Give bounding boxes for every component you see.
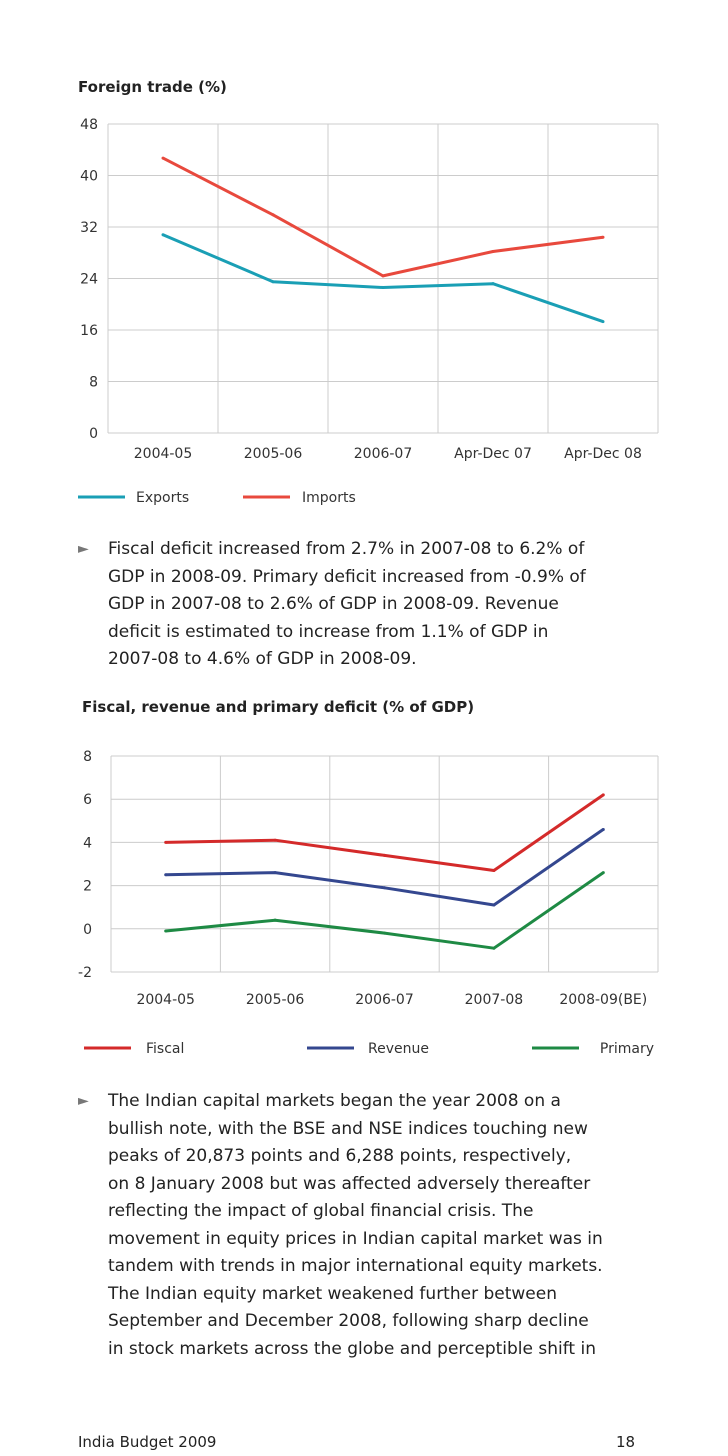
fiscal-deficit-line: 2007-08 to 4.6% of GDP in 2008-09. (108, 649, 417, 669)
data-point-imports (271, 213, 275, 217)
data-point-revenue (383, 886, 386, 890)
capital-markets-line: peaks of 20,873 points and 6,288 points,… (108, 1146, 572, 1166)
data-point-fiscal (273, 838, 277, 842)
y-tick-label: 4 (83, 835, 92, 851)
y-tick-label: 16 (80, 323, 98, 339)
data-point-fiscal (164, 840, 168, 844)
data-point-revenue (601, 827, 605, 831)
legend-label-exports: Exports (136, 490, 189, 506)
y-tick-label: 8 (89, 375, 98, 391)
fiscal-deficit-line: GDP in 2008-09. Primary deficit increase… (108, 566, 586, 587)
capital-markets-line: movement in equity prices in Indian capi… (108, 1228, 603, 1249)
fiscal-deficit-line: deficit is estimated to increase from 1.… (108, 621, 549, 642)
fiscal-deficit-paragraph: ► Fiscal deficit increased from 2.7% in … (78, 536, 678, 674)
series-line-fiscal (165, 793, 605, 872)
x-tick-label: 2006-07 (354, 446, 413, 462)
x-tick-label: 2008-09(BE) (559, 992, 647, 1008)
data-point-fiscal (601, 793, 605, 797)
y-tick-label: 48 (80, 117, 98, 133)
capital-markets-line: on 8 January 2008 but was affected adver… (108, 1173, 591, 1194)
y-tick-label: 24 (80, 272, 98, 288)
y-tick-label: 32 (80, 220, 98, 236)
fiscal-deficit-line: GDP in 2007-08 to 2.6% of GDP in 2008-09… (108, 594, 559, 614)
capital-markets-line: The Indian equity market weakened furthe… (108, 1283, 557, 1304)
bullet-arrow-icon: ► (78, 1093, 89, 1109)
data-point-primary (601, 871, 605, 875)
x-tick-label: 2004-05 (136, 992, 195, 1008)
data-point-exports (271, 280, 275, 284)
data-point-fiscal (492, 868, 496, 872)
data-point-primary (492, 946, 496, 950)
x-tick-label: 2006-07 (355, 992, 414, 1008)
data-point-primary (164, 929, 168, 933)
data-point-primary (273, 918, 277, 922)
y-tick-label: 0 (89, 426, 98, 442)
x-tick-label: Apr-Dec 08 (564, 446, 642, 462)
y-tick-label: 40 (80, 169, 98, 185)
data-point-exports (491, 282, 495, 286)
data-point-revenue (164, 873, 168, 877)
x-tick-label: Apr-Dec 07 (454, 446, 532, 462)
data-point-imports (381, 274, 385, 278)
x-tick-label: 2005-06 (246, 992, 305, 1008)
legend-label-imports: Imports (302, 490, 356, 506)
footer-publication: India Budget 2009 (78, 1433, 217, 1451)
capital-markets-line: reflecting the impact of global financia… (108, 1201, 534, 1221)
fiscal-deficit-line: Fiscal deficit increased from 2.7% in 20… (108, 539, 585, 559)
capital-markets-line: September and December 2008, following s… (108, 1311, 589, 1331)
capital-markets-line: tandem with trends in major internationa… (108, 1256, 603, 1276)
y-tick-label: 6 (83, 792, 92, 808)
chart1-title: Foreign trade (%) (78, 78, 227, 96)
x-tick-label: 2007-08 (465, 992, 524, 1008)
data-point-exports (161, 233, 165, 237)
foreign-trade-chart: 48 40 32 24 16 8 0 2004-05 2005-06 2006-07 Apr-Dec… (78, 117, 659, 506)
bullet-arrow-icon: ► (78, 541, 89, 557)
legend-label-revenue: Revenue (368, 1041, 429, 1057)
capital-markets-paragraph: ► The Indian capital markets began the y… (78, 1088, 678, 1363)
y-tick-label: -2 (78, 965, 92, 981)
y-tick-label: 2 (83, 879, 92, 895)
data-point-imports (161, 156, 165, 160)
y-tick-label: 0 (83, 922, 92, 938)
legend-label-fiscal: Fiscal (146, 1041, 184, 1057)
data-point-revenue (273, 871, 277, 875)
capital-markets-line: The Indian capital markets began the yea… (108, 1091, 561, 1111)
data-point-imports (601, 235, 605, 239)
capital-markets-line: in stock markets across the globe and pe… (108, 1338, 597, 1359)
x-tick-label: 2005-06 (244, 446, 303, 462)
y-tick-label: 8 (83, 749, 92, 765)
x-tick-label: 2004-05 (134, 446, 193, 462)
data-point-fiscal (383, 853, 386, 857)
data-point-primary (383, 931, 386, 935)
data-point-imports (491, 249, 495, 253)
footer-page-number: 18 (616, 1433, 636, 1451)
capital-markets-text: The Indian capital markets began the yea… (108, 1088, 678, 1363)
data-point-exports (381, 286, 385, 290)
legend-label-primary: Primary (600, 1041, 654, 1057)
deficit-chart: 8 6 4 2 0 -2 2004-05 2005-06 2006-07 2007-08 2008-… (78, 749, 659, 1057)
fiscal-deficit-text: Fiscal deficit increased from 2.7% in 20… (108, 536, 678, 674)
chart2-title: Fiscal, revenue and primary deficit (% o… (82, 698, 475, 716)
capital-markets-line: bullish note, with the BSE and NSE indic… (108, 1118, 588, 1139)
series-line-primary (165, 871, 605, 950)
data-point-revenue (492, 903, 496, 907)
data-point-exports (601, 320, 605, 324)
